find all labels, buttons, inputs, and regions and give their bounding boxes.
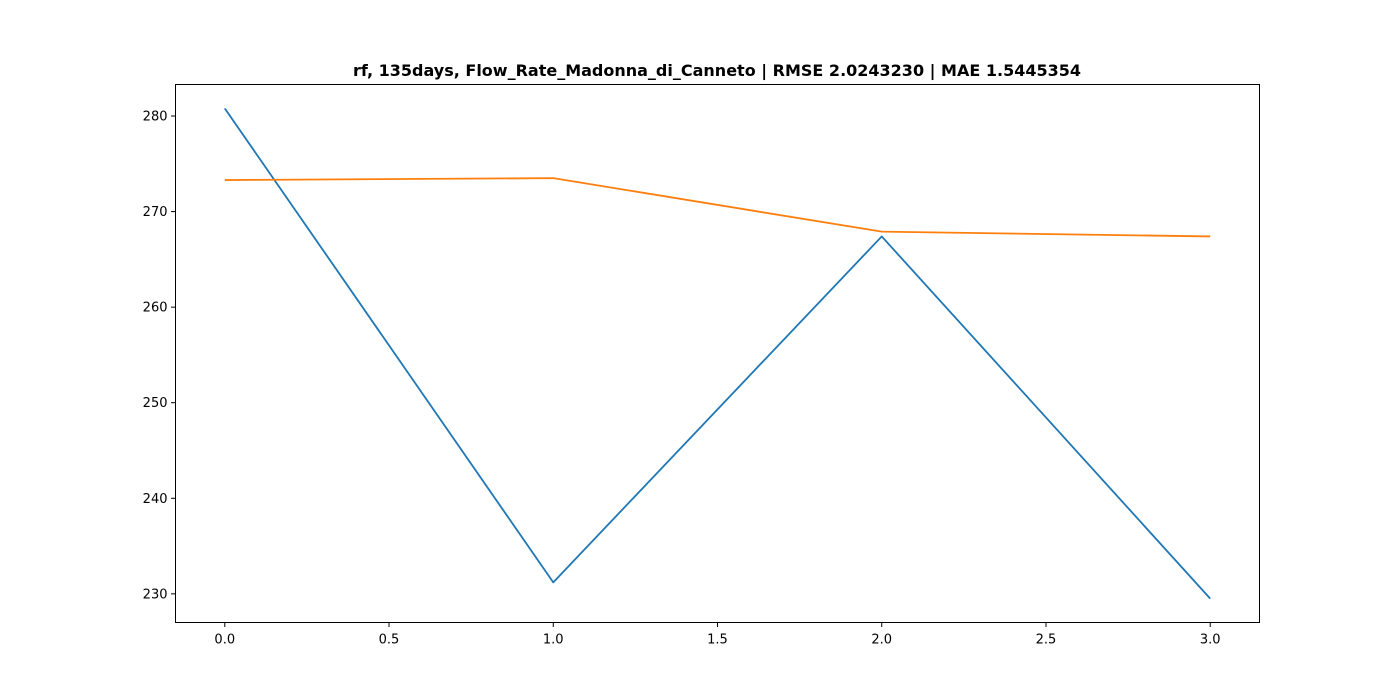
- x-axis: 0.0 0.5 1.0 1.5 2.0 2.5 3.0: [214, 622, 1221, 648]
- series-line-2: [224, 177, 1211, 238]
- x-tick-label: 0.5: [379, 633, 400, 648]
- y-tick-label: 240: [143, 492, 168, 507]
- x-tick-label: 1.5: [707, 633, 728, 648]
- y-tick-label: 230: [143, 587, 168, 602]
- x-tick-label: 1.0: [543, 633, 564, 648]
- axes-frame: [175, 84, 1260, 623]
- x-tick-label: 0.0: [214, 633, 235, 648]
- y-tick-label: 280: [143, 110, 168, 125]
- y-tick-label: 260: [143, 301, 168, 316]
- x-tick-label: 3.0: [1200, 633, 1221, 648]
- x-tick-label: 2.5: [1036, 633, 1057, 648]
- y-axis: 230 240 250 260 270 280: [143, 110, 176, 602]
- x-tick-label: 2.0: [871, 633, 892, 648]
- series-layer: [224, 107, 1211, 600]
- series-line-1: [224, 107, 1211, 600]
- y-tick-label: 250: [143, 396, 168, 411]
- chart-title: rf, 135days, Flow_Rate_Madonna_di_Cannet…: [353, 61, 1081, 81]
- y-tick-label: 270: [143, 205, 168, 220]
